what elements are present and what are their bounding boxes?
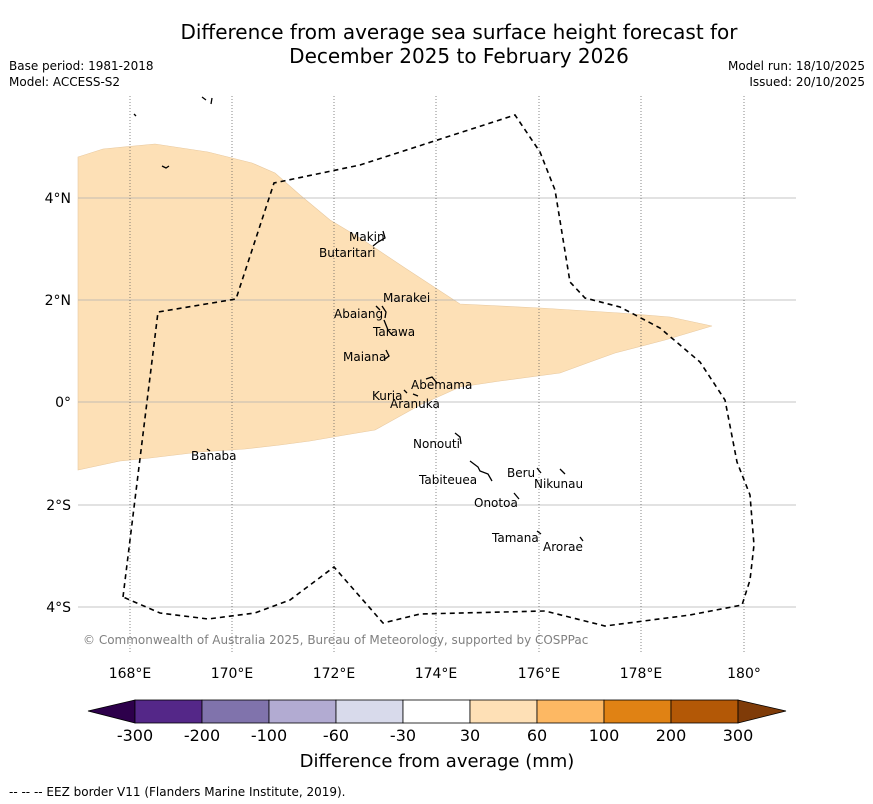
label-marakei: Marakei bbox=[383, 291, 430, 305]
label-tarawa: Tarawa bbox=[372, 325, 415, 339]
colorbar-extend-low bbox=[87, 699, 136, 724]
reef-2 bbox=[161, 165, 170, 169]
meta-left: Base period: 1981-2018 Model: ACCESS-S2 bbox=[9, 58, 154, 90]
island-abemama bbox=[425, 376, 438, 384]
label-onotoa: Onotoa bbox=[474, 496, 518, 510]
colorbar-segment bbox=[134, 699, 203, 724]
issued-date: Issued: 20/10/2025 bbox=[749, 75, 865, 89]
lat-tick-4s: 4°S bbox=[46, 600, 71, 616]
island-outlines bbox=[133, 96, 584, 542]
colorbar-segment bbox=[603, 699, 672, 724]
island-beru bbox=[536, 467, 542, 474]
cb-tick: -60 bbox=[323, 726, 349, 745]
colorbar-segment bbox=[402, 699, 471, 724]
island-marakei bbox=[381, 305, 387, 319]
island-banaba bbox=[206, 448, 211, 452]
model-run: Model run: 18/10/2025 bbox=[727, 59, 865, 73]
cb-tick: 300 bbox=[723, 726, 754, 745]
reef-3 bbox=[201, 96, 213, 105]
colorbar-segment bbox=[536, 699, 605, 724]
label-beru: Beru bbox=[507, 466, 535, 480]
lon-tick-170e: 170°E bbox=[211, 666, 254, 682]
cb-tick: 60 bbox=[527, 726, 547, 745]
label-nonouti: Nonouti bbox=[413, 437, 460, 451]
island-kuria-aranuka bbox=[403, 389, 419, 397]
reef-1 bbox=[133, 113, 137, 117]
lon-tick-180: 180° bbox=[727, 666, 761, 682]
label-abemama: Abemama bbox=[411, 378, 472, 392]
island-arorae bbox=[579, 536, 584, 542]
island-makin bbox=[372, 230, 386, 247]
copyright-text: © Commonwealth of Australia 2025, Bureau… bbox=[83, 633, 588, 647]
title-line-1: Difference from average sea surface heig… bbox=[180, 20, 738, 44]
model-name: Model: ACCESS-S2 bbox=[9, 75, 121, 89]
lat-tick-2n: 2°N bbox=[45, 293, 71, 309]
island-onotoa bbox=[513, 492, 520, 500]
cb-tick: -30 bbox=[390, 726, 416, 745]
label-tabiteuea: Tabiteuea bbox=[418, 473, 477, 487]
map-panel: Makin Butaritari Marakei Abaiang Tarawa … bbox=[77, 96, 796, 652]
label-aranuka: Aranuka bbox=[390, 397, 440, 411]
colorbar-segment bbox=[335, 699, 404, 724]
lon-tick-168e: 168°E bbox=[109, 666, 152, 682]
lon-tick-172e: 172°E bbox=[313, 666, 356, 682]
lat-tick-2s: 2°S bbox=[46, 498, 71, 514]
label-tamana: Tamana bbox=[491, 531, 539, 545]
colorbar-segment bbox=[268, 699, 337, 724]
island-nikunau bbox=[559, 468, 566, 475]
island-tarawa bbox=[383, 319, 393, 336]
label-abaiang: Abaiang bbox=[334, 307, 383, 321]
map-title: Difference from average sea surface heig… bbox=[0, 20, 873, 68]
lat-tick-labels: 4°N 2°N 0° 2°S 4°S bbox=[45, 191, 72, 616]
island-labels: Makin Butaritari Marakei Abaiang Tarawa … bbox=[191, 230, 583, 554]
cb-tick: -100 bbox=[251, 726, 287, 745]
title-line-2: December 2025 to February 2026 bbox=[289, 44, 629, 68]
cb-tick: 100 bbox=[589, 726, 620, 745]
island-maiana bbox=[384, 349, 390, 360]
base-period: Base period: 1981-2018 bbox=[9, 59, 154, 73]
label-makin: Makin bbox=[349, 230, 385, 244]
eez-border bbox=[122, 114, 755, 627]
label-kuria: Kuria bbox=[372, 389, 403, 403]
latitude-gridlines bbox=[78, 197, 796, 608]
label-butaritari: Butaritari bbox=[319, 246, 376, 260]
island-tabiteuea bbox=[469, 460, 493, 482]
colorbar-tick-labels: -300 -200 -100 -60 -30 30 60 100 200 300 bbox=[117, 726, 753, 745]
lon-tick-178e: 178°E bbox=[620, 666, 663, 682]
island-nonouti bbox=[454, 432, 462, 445]
colorbar-extend-high bbox=[737, 699, 787, 724]
island-abaiang bbox=[375, 305, 381, 311]
label-banaba: Banaba bbox=[191, 449, 237, 463]
cb-tick: 200 bbox=[656, 726, 687, 745]
colorbar-segment bbox=[469, 699, 538, 724]
meta-right: Model run: 18/10/2025 Issued: 20/10/2025 bbox=[728, 58, 865, 90]
label-arorae: Arorae bbox=[543, 540, 583, 554]
cb-tick: -300 bbox=[117, 726, 153, 745]
colorbar-label: Difference from average (mm) bbox=[300, 751, 575, 772]
lat-tick-0: 0° bbox=[55, 395, 71, 411]
lon-tick-174e: 174°E bbox=[415, 666, 458, 682]
anomaly-region bbox=[77, 143, 713, 471]
lon-tick-176e: 176°E bbox=[518, 666, 561, 682]
cb-tick: 30 bbox=[460, 726, 480, 745]
colorbar: -300 -200 -100 -60 -30 30 60 100 200 300… bbox=[87, 699, 787, 772]
label-nikunau: Nikunau bbox=[534, 477, 583, 491]
colorbar-segment bbox=[670, 699, 739, 724]
island-tamana bbox=[536, 530, 542, 535]
label-maiana: Maiana bbox=[343, 350, 386, 364]
colorbar-segment bbox=[201, 699, 270, 724]
eez-footnote: -- -- -- EEZ border V11 (Flanders Marine… bbox=[9, 785, 346, 799]
lat-tick-4n: 4°N bbox=[45, 191, 71, 207]
cb-tick: -200 bbox=[184, 726, 220, 745]
lon-tick-labels: 168°E 170°E 172°E 174°E 176°E 178°E 180° bbox=[109, 666, 761, 682]
